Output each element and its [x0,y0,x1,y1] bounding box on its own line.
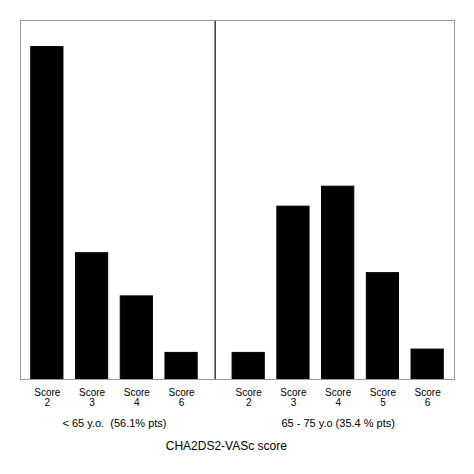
svg-text:Score3: Score3 [280,387,307,408]
svg-text:< 65 y.o. (56.1% pts): < 65 y.o. (56.1% pts) [62,417,166,429]
svg-text:Score6: Score6 [169,387,196,408]
svg-text:65 - 75 y.o (35.4 % pts): 65 - 75 y.o (35.4 % pts) [281,417,395,429]
svg-text:CHA2DS2-VASc score: CHA2DS2-VASc score [166,439,287,453]
svg-text:Score5: Score5 [370,387,397,408]
svg-text:Score2: Score2 [34,387,61,408]
svg-text:Score3: Score3 [79,387,106,408]
svg-text:Score6: Score6 [415,387,442,408]
svg-text:Score4: Score4 [124,387,151,408]
svg-text:Score2: Score2 [236,387,263,408]
svg-text:Score4: Score4 [325,387,352,408]
